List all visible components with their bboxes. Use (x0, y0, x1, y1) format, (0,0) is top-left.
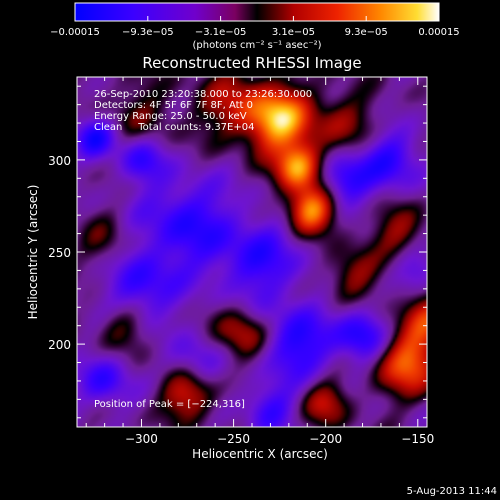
y-axis-label: Heliocentric Y (arcsec) (26, 185, 40, 320)
y-tick-label: 200 (48, 338, 71, 352)
x-axis-ticks: −300 −250 −200 −150 (85, 77, 434, 446)
x-tick-label: −250 (217, 432, 250, 446)
heatmap-image (77, 77, 427, 427)
x-axis-label: Heliocentric X (arcsec) (192, 447, 328, 461)
annotation-time-range: 26-Sep-2010 23:20:38.000 to 23:26:30.000 (94, 89, 312, 100)
colorbar-tick-label: 0.00015 (418, 27, 459, 38)
x-tick-label: −200 (309, 432, 342, 446)
colorbar-tick-label: −3.1e−05 (195, 27, 247, 38)
colorbar-tick-label: 3.1e−05 (272, 27, 315, 38)
x-tick-label: −150 (401, 432, 434, 446)
x-tick-label: −300 (125, 432, 158, 446)
peak-position-label: Position of Peak = [−224,316] (94, 399, 245, 410)
footer-date: 5-Aug-2013 11:44 (407, 486, 497, 497)
y-axis-ticks: 200 250 300 (48, 85, 427, 419)
heatmap-area (77, 77, 427, 427)
colorbar-tick-label: −0.00015 (50, 27, 100, 38)
annotation-energy-range: Energy Range: 25.0 - 50.0 keV (94, 111, 247, 122)
annotation-total-counts: Clean Total counts: 9.37E+04 (94, 122, 254, 133)
chart-title: Reconstructed RHESSI Image (142, 54, 361, 72)
y-tick-label: 300 (48, 154, 71, 168)
annotation-detectors: Detectors: 4F 5F 6F 7F 8F, Att 0 (94, 100, 253, 111)
colorbar-unit-label: (photons cm⁻² s⁻¹ asec⁻²) (192, 40, 321, 51)
colorbar (74, 2, 440, 22)
colorbar-ticks: −0.00015 −9.3e−05 −3.1e−05 3.1e−05 9.3e−05 0.… (50, 16, 460, 38)
y-tick-label: 250 (48, 246, 71, 260)
colorbar-tick-label: −9.3e−05 (122, 27, 174, 38)
colorbar-tick-label: 9.3e−05 (345, 27, 388, 38)
annotation-block: 26-Sep-2010 23:20:38.000 to 23:26:30.000… (94, 89, 312, 133)
